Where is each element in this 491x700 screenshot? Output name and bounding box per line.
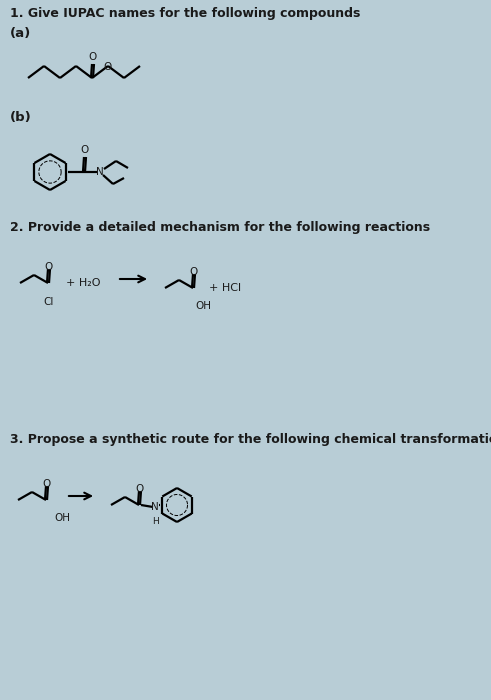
Text: (b): (b) (10, 111, 32, 125)
Text: O: O (136, 484, 144, 494)
Text: O: O (190, 267, 198, 277)
Text: 2. Provide a detailed mechanism for the following reactions: 2. Provide a detailed mechanism for the … (10, 221, 430, 234)
Text: O: O (81, 145, 89, 155)
Text: N: N (151, 502, 159, 512)
Text: O: O (45, 262, 53, 272)
Text: 1. Give IUPAC names for the following compounds: 1. Give IUPAC names for the following co… (10, 8, 360, 20)
Text: O: O (89, 52, 97, 62)
Text: N: N (96, 167, 104, 177)
Text: Cl: Cl (44, 297, 54, 307)
Text: + HCl: + HCl (209, 283, 241, 293)
Text: OH: OH (54, 513, 70, 523)
Text: + H₂O: + H₂O (66, 278, 101, 288)
Text: H: H (153, 517, 160, 526)
Text: (a): (a) (10, 27, 31, 41)
Text: O: O (104, 62, 112, 72)
Text: OH: OH (195, 301, 211, 311)
Text: O: O (43, 479, 51, 489)
Text: 3. Propose a synthetic route for the following chemical transformation: 3. Propose a synthetic route for the fol… (10, 433, 491, 447)
